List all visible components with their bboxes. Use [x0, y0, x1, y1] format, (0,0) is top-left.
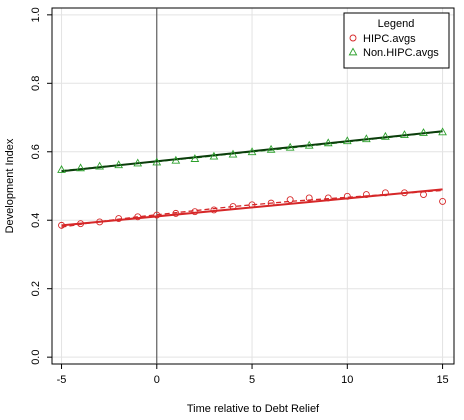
x-tick-label: 5 — [249, 374, 255, 386]
data-point — [361, 134, 371, 143]
data-point — [343, 192, 351, 200]
data-point — [153, 211, 161, 219]
fit-line — [61, 130, 443, 173]
data-point — [210, 206, 218, 214]
data-point — [228, 149, 238, 158]
data-point — [381, 189, 389, 197]
data-point — [381, 131, 390, 140]
data-point — [420, 191, 427, 199]
data-point — [190, 154, 200, 162]
data-point — [172, 209, 180, 217]
series-HIPC.avgs — [58, 188, 447, 229]
legend-marker — [348, 47, 358, 56]
data-point — [248, 201, 256, 209]
data-point — [266, 144, 276, 153]
y-tick-label: 0.4 — [30, 213, 42, 228]
series-layer — [57, 127, 447, 229]
y-axis: 0.0 0.2 0.4 0.6 0.8 1.0 — [30, 7, 52, 365]
legend-marker — [349, 34, 357, 42]
legend-box — [343, 12, 450, 69]
data-point — [305, 194, 313, 202]
data-point — [400, 130, 409, 138]
plot-frame — [51, 7, 455, 365]
legend-entries: HIPC.avgs Non.HIPC.avgs — [348, 33, 439, 59]
data-point — [285, 142, 295, 151]
y-tick-label: 0.2 — [30, 281, 42, 296]
x-tick-label: 15 — [436, 374, 448, 386]
data-point — [247, 147, 257, 156]
x-tick-label: 10 — [341, 374, 353, 386]
legend-title: Legend — [378, 18, 415, 30]
data-point — [134, 213, 142, 221]
data-point — [438, 127, 447, 136]
x-tick-label: 0 — [154, 374, 160, 386]
data-point — [439, 197, 447, 205]
x-tick-label: -5 — [57, 374, 67, 386]
legend-label: Non.HIPC.avgs — [363, 47, 439, 59]
y-tick-label: 0.6 — [30, 144, 42, 159]
x-axis-title: Time relative to Debt Relief — [187, 403, 320, 415]
data-point — [114, 160, 124, 169]
data-point — [342, 136, 352, 145]
legend-label: HIPC.avgs — [363, 33, 416, 45]
data-point — [419, 128, 428, 136]
y-axis-title: Development Index — [4, 138, 16, 233]
data-point — [304, 140, 314, 149]
data-point — [323, 138, 333, 147]
series-Non.HIPC.avgs — [57, 127, 447, 173]
y-tick-label: 1.0 — [30, 7, 42, 22]
y-tick-label: 0.0 — [30, 350, 42, 365]
data-point — [133, 158, 143, 167]
data-point — [267, 199, 275, 207]
data-point — [209, 151, 219, 160]
data-point — [152, 157, 162, 166]
data-point — [58, 221, 65, 229]
data-point — [96, 218, 104, 226]
data-point — [191, 208, 199, 216]
x-axis: -5 0 5 10 15 — [57, 364, 449, 386]
data-point — [77, 220, 85, 228]
data-point — [401, 189, 408, 197]
data-point — [171, 155, 181, 164]
y-tick-label: 0.8 — [30, 76, 42, 91]
data-point — [76, 163, 85, 172]
data-point — [57, 165, 66, 173]
legend: Legend HIPC.avgs Non.HIPC.avgs — [343, 12, 450, 69]
data-point — [324, 194, 332, 202]
data-point — [115, 215, 123, 222]
data-point — [95, 161, 104, 170]
data-point — [229, 203, 237, 210]
data-point — [286, 196, 294, 204]
data-point — [362, 191, 370, 199]
